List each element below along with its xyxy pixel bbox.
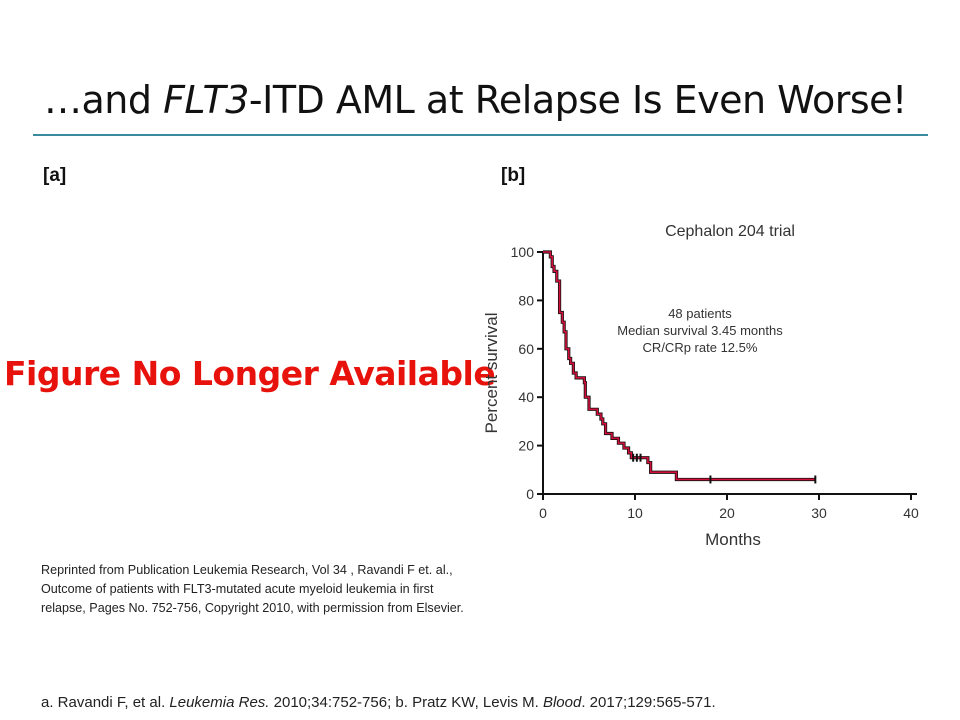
chart-title: Cephalon 204 trial — [665, 223, 795, 240]
annotation-line: Median survival 3.45 months — [617, 323, 783, 338]
slide-title: …and FLT3-ITD AML at Relapse Is Even Wor… — [44, 78, 907, 122]
panel-label-b: [b] — [501, 165, 526, 186]
y-tick-label: 20 — [518, 438, 534, 454]
survival-chart: Cephalon 204 trial Months Percent surviv… — [482, 223, 919, 549]
x-tick-label: 20 — [719, 505, 735, 521]
y-axis-label: Percent survival — [482, 313, 501, 434]
survival-curve-shadow — [543, 250, 816, 482]
title-text: -ITD AML at Relapse Is Even Worse! — [248, 78, 907, 122]
footnote-references: a. Ravandi F, et al. Leukemia Res. 2010;… — [41, 694, 716, 711]
title-text: …and — [44, 78, 164, 122]
x-tick-label: 10 — [627, 505, 643, 521]
y-tick-label: 40 — [518, 389, 534, 405]
ref-journal: Leukemia Res. — [169, 694, 270, 711]
ref-text: . 2017;129:565-571. — [581, 694, 716, 711]
title-divider — [33, 134, 928, 136]
annotation-line: CR/CRp rate 12.5% — [643, 340, 758, 355]
y-tick-label: 80 — [518, 292, 534, 308]
x-tick-label: 30 — [811, 505, 827, 521]
y-tick-label: 100 — [511, 244, 535, 260]
y-tick-label: 0 — [526, 486, 534, 502]
ref-journal: Blood — [542, 694, 582, 711]
x-axis-label: Months — [705, 530, 761, 549]
title-gene: FLT3 — [163, 78, 249, 122]
reprint-credit: Reprinted from Publication Leukemia Rese… — [41, 563, 464, 615]
x-tick-label: 40 — [903, 505, 919, 521]
survival-curve — [543, 251, 816, 481]
y-tick-label: 60 — [518, 341, 534, 357]
annotation-line: 48 patients — [668, 306, 732, 321]
x-tick-label: 0 — [539, 505, 547, 521]
ref-text: a. Ravandi F, et al. — [41, 694, 170, 711]
ref-text: 2010;34:752-756; b. Pratz KW, Levis M. — [269, 694, 543, 711]
figure-unavailable-notice: Figure No Longer Available — [4, 354, 496, 393]
panel-label-a: [a] — [43, 165, 67, 186]
